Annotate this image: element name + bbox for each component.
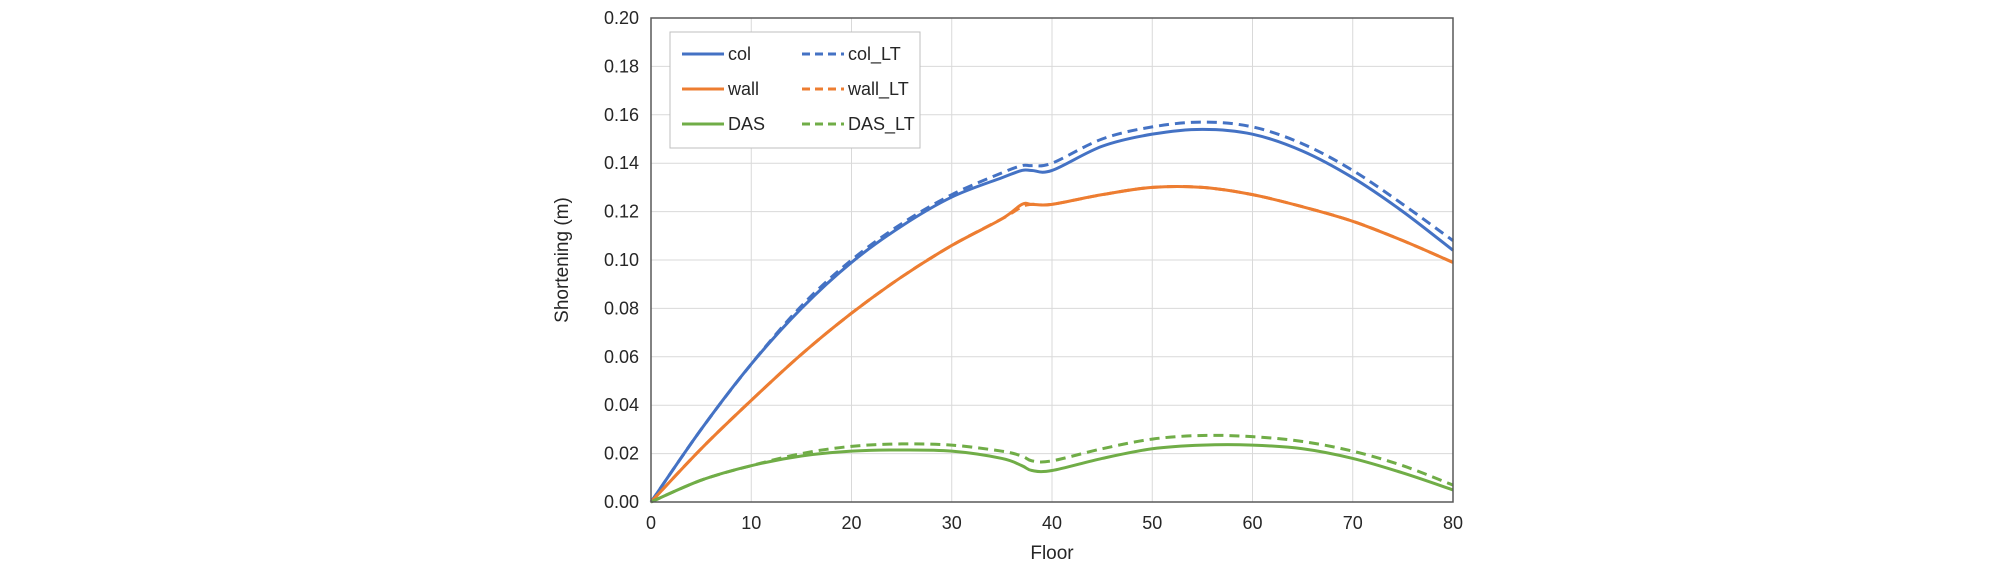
y-tick-label: 0.12 <box>604 202 639 222</box>
x-tick-label: 40 <box>1042 513 1062 533</box>
x-tick-label: 70 <box>1343 513 1363 533</box>
legend-label: col_LT <box>848 44 901 65</box>
x-tick-label: 10 <box>741 513 761 533</box>
y-tick-label: 0.20 <box>604 8 639 28</box>
y-tick-label: 0.06 <box>604 347 639 367</box>
y-tick-label: 0.00 <box>604 492 639 512</box>
x-tick-label: 0 <box>646 513 656 533</box>
legend-label: wall <box>727 79 759 99</box>
x-axis-title: Floor <box>1030 543 1074 564</box>
y-tick-label: 0.08 <box>604 298 639 318</box>
x-tick-label: 60 <box>1242 513 1262 533</box>
y-tick-label: 0.18 <box>604 56 639 76</box>
series-line-col-lt <box>649 120 1454 503</box>
x-tick-label: 20 <box>841 513 861 533</box>
series-line-das <box>650 443 1454 504</box>
legend-label: col <box>728 44 751 64</box>
series-lines <box>649 120 1454 504</box>
x-tick-label: 50 <box>1142 513 1162 533</box>
x-tick-label: 30 <box>942 513 962 533</box>
y-tick-label: 0.14 <box>604 153 639 173</box>
series-line-das-lt <box>650 433 1454 504</box>
plot-area-frame <box>650 17 1454 503</box>
legend-label: DAS <box>728 114 765 134</box>
y-tick-label: 0.02 <box>604 444 639 464</box>
x-axis-ticks: 0 10 20 30 40 50 60 70 80 <box>646 513 1463 533</box>
y-tick-label: 0.10 <box>604 250 639 270</box>
legend-label: wall_LT <box>847 79 909 100</box>
series-line-wall-lt <box>649 184 1454 504</box>
legend-label: DAS_LT <box>848 114 915 135</box>
y-axis-ticks: 0.00 0.02 0.04 0.06 0.08 0.10 0.12 0.14 0.16 0.18… <box>604 8 639 512</box>
x-tick-label: 80 <box>1443 513 1463 533</box>
series-line-col <box>649 127 1454 503</box>
y-axis-title: Shortening (m) <box>552 197 573 323</box>
y-tick-label: 0.04 <box>604 395 639 415</box>
y-tick-label: 0.16 <box>604 105 639 125</box>
